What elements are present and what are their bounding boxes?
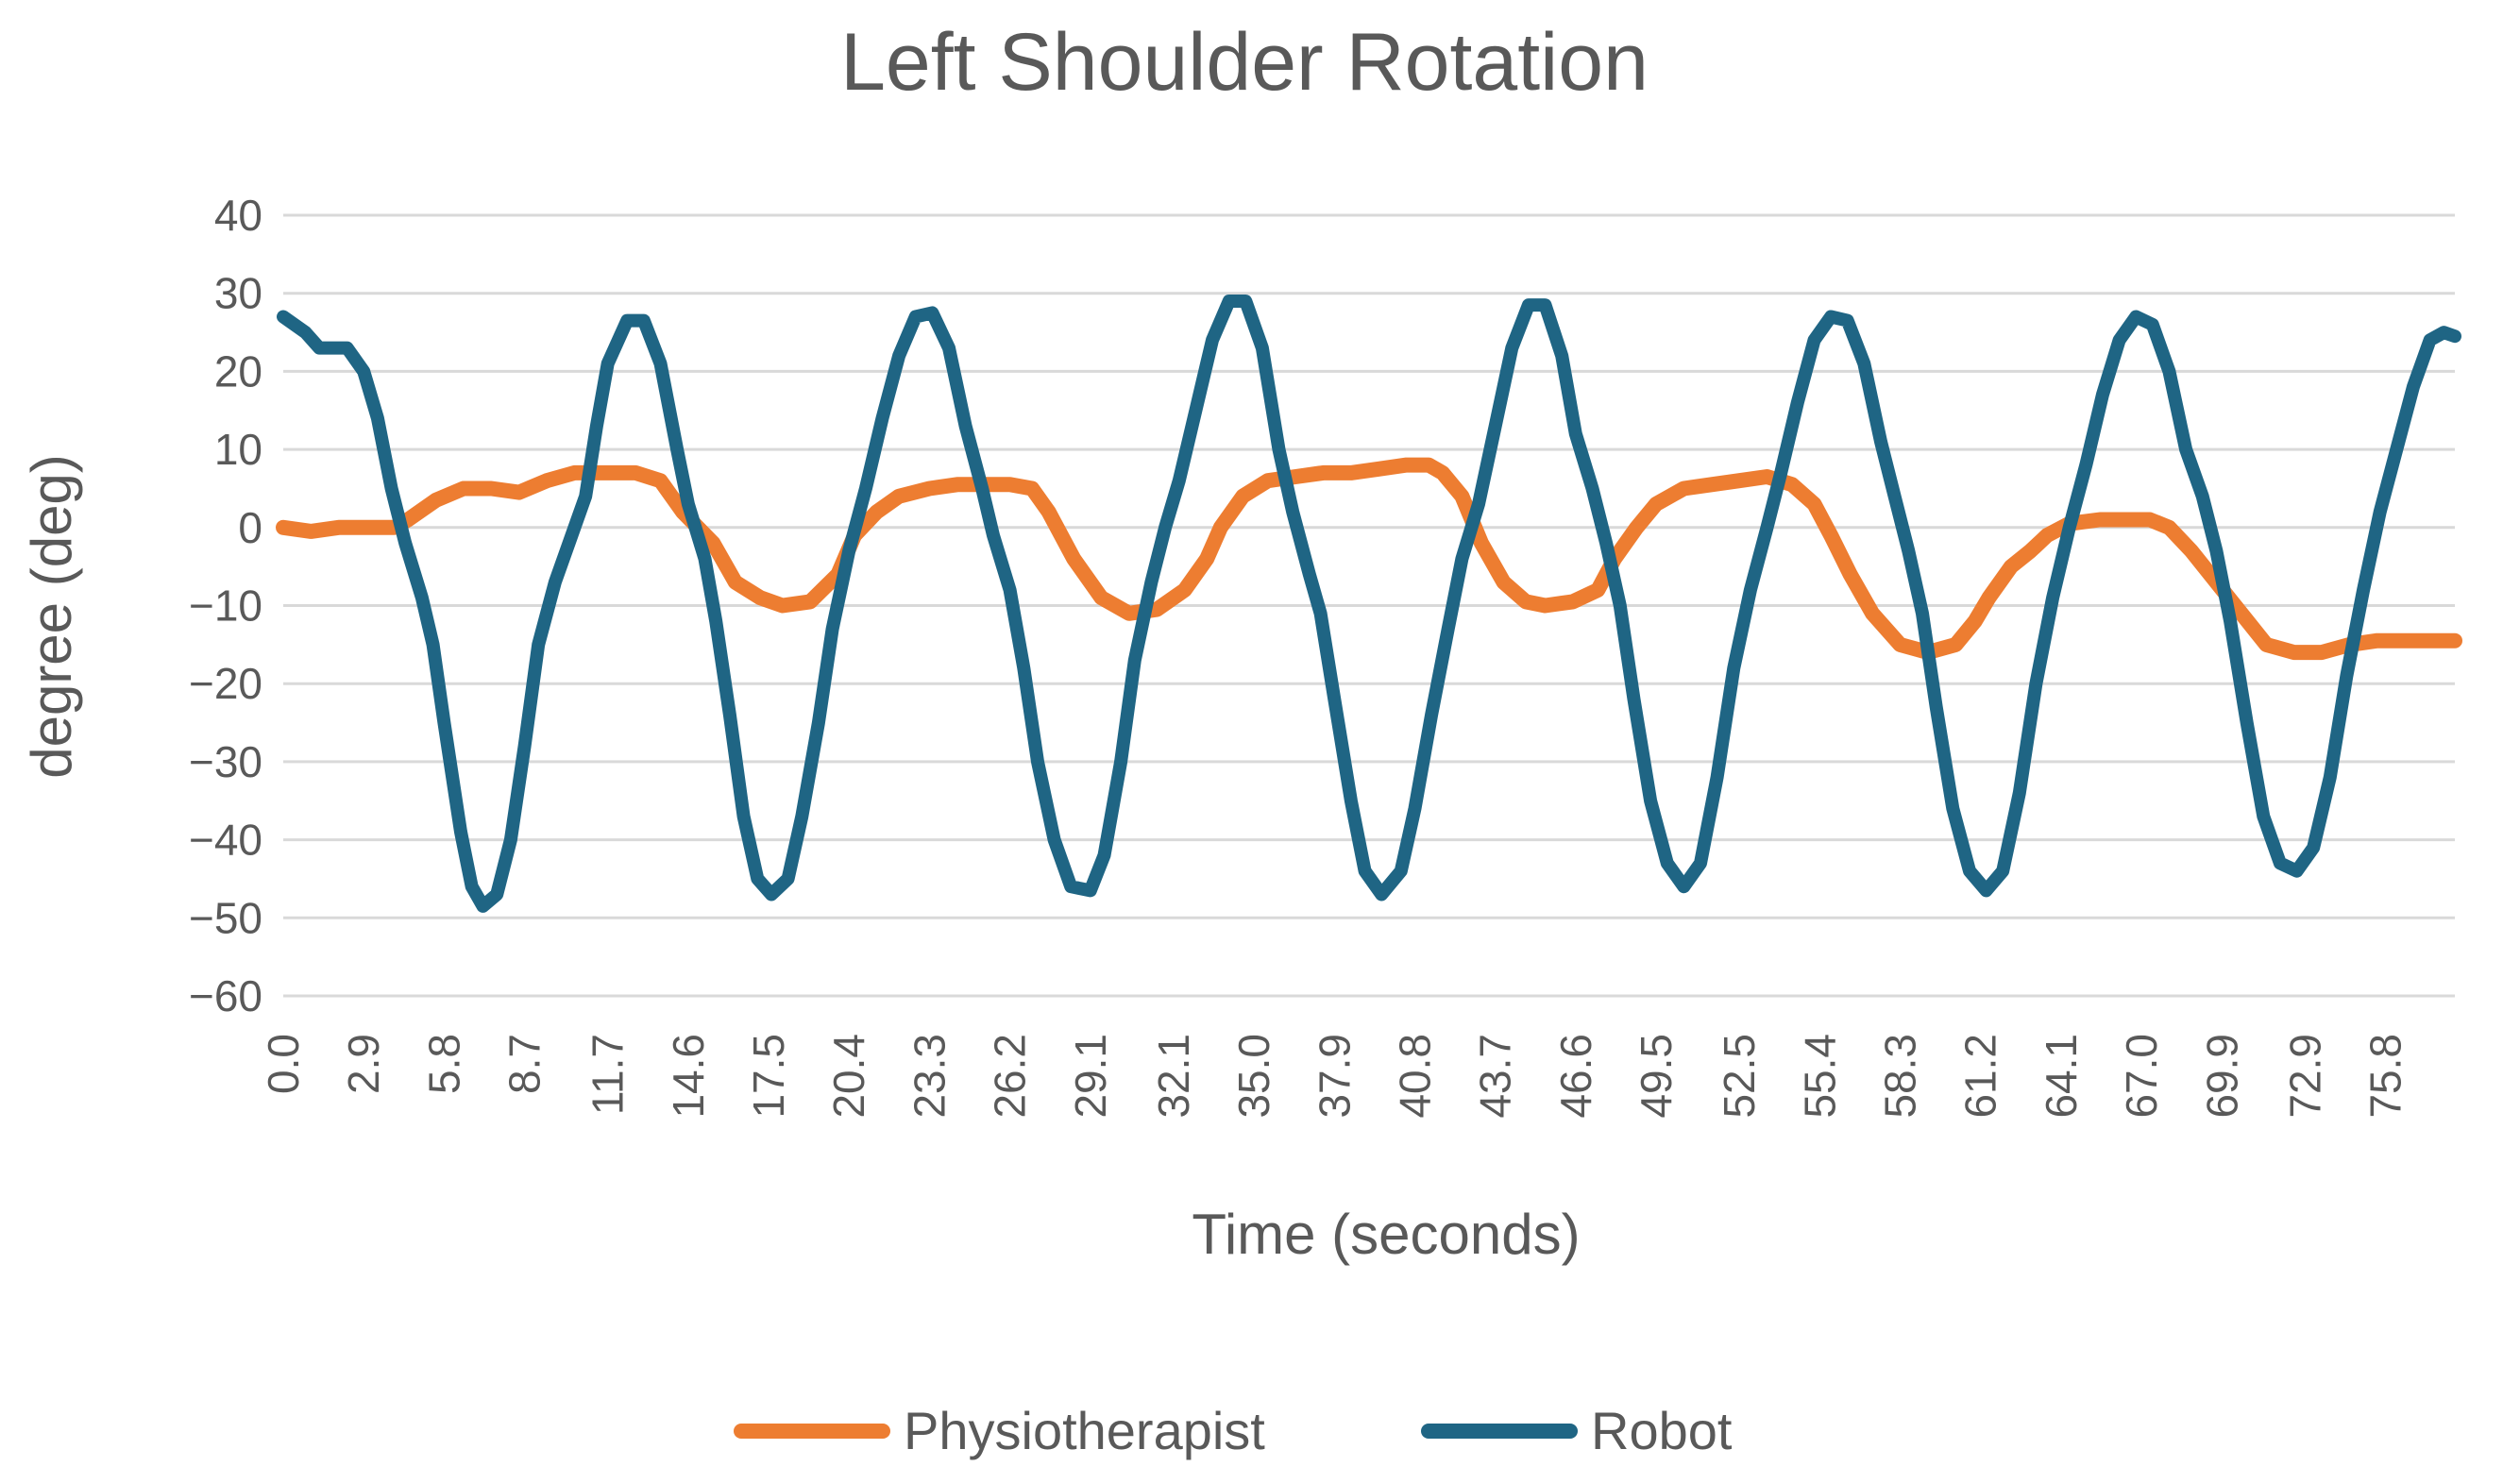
y-tick-label: 10 <box>214 425 262 474</box>
legend: Physiotherapist Robot <box>734 1401 1733 1460</box>
x-axis-title: Time (seconds) <box>1192 1203 1580 1266</box>
y-tick-label: 30 <box>214 269 262 318</box>
x-tick-label: 37.9 <box>1310 1034 1359 1119</box>
x-tick-label: 52.5 <box>1715 1034 1764 1119</box>
y-tick-label: −40 <box>189 816 262 865</box>
y-tick-label: 20 <box>214 346 262 396</box>
y-tick-label: −50 <box>189 893 262 942</box>
y-tick-label: 0 <box>238 503 262 552</box>
x-tick-label: 40.8 <box>1390 1034 1439 1119</box>
y-tick-label: −10 <box>189 581 262 631</box>
legend-label-robot: Robot <box>1591 1401 1733 1460</box>
series-line-physiotherapist <box>276 457 2462 661</box>
x-tick-label: 35.0 <box>1229 1034 1278 1119</box>
y-tick-label: 40 <box>214 191 262 240</box>
y-tick-label: −60 <box>189 971 262 1020</box>
x-tick-label: 8.7 <box>500 1034 550 1094</box>
y-axis-ticks: 40 30 20 10 0 −10 −20 −30 −40 −50 −60 <box>189 191 262 1020</box>
x-tick-label: 61.2 <box>1956 1034 2005 1119</box>
y-tick-label: −30 <box>189 737 262 786</box>
x-tick-label: 2.9 <box>339 1034 388 1094</box>
x-tick-label: 46.6 <box>1551 1034 1600 1119</box>
x-tick-label: 75.8 <box>2361 1034 2410 1119</box>
x-tick-label: 5.8 <box>419 1034 468 1094</box>
x-tick-label: 69.9 <box>2197 1034 2246 1119</box>
x-tick-label: 32.1 <box>1149 1034 1198 1119</box>
chart-title: Left Shoulder Rotation <box>840 17 1649 108</box>
x-tick-label: 0.0 <box>259 1034 308 1094</box>
x-tick-label: 26.2 <box>986 1034 1035 1119</box>
x-tick-label: 23.3 <box>905 1034 954 1119</box>
x-tick-label: 11.7 <box>583 1034 633 1115</box>
x-tick-label: 17.5 <box>744 1034 793 1119</box>
y-axis-title: degree (deg) <box>20 454 83 779</box>
x-tick-label: 58.3 <box>1876 1034 1925 1119</box>
x-tick-label: 49.5 <box>1632 1034 1681 1119</box>
x-tick-label: 72.9 <box>2280 1034 2329 1119</box>
x-tick-label: 55.4 <box>1795 1034 1844 1119</box>
x-tick-label: 64.1 <box>2037 1034 2086 1119</box>
series-line-robot <box>277 295 2461 913</box>
y-tick-label: −20 <box>189 659 262 708</box>
series-lines <box>276 295 2462 913</box>
x-tick-label: 29.1 <box>1066 1034 1115 1119</box>
x-tick-label: 43.7 <box>1471 1034 1520 1119</box>
x-tick-label: 67.0 <box>2117 1034 2166 1119</box>
gridlines <box>283 213 2455 998</box>
x-tick-label: 14.6 <box>664 1034 713 1119</box>
x-tick-label: 20.4 <box>824 1034 873 1119</box>
x-axis-ticks: 0.0 2.9 5.8 8.7 11.7 14.6 17.5 20.4 23.3 26.2 29.1… <box>259 1034 2410 1119</box>
legend-label-physiotherapist: Physiotherapist <box>904 1401 1265 1460</box>
